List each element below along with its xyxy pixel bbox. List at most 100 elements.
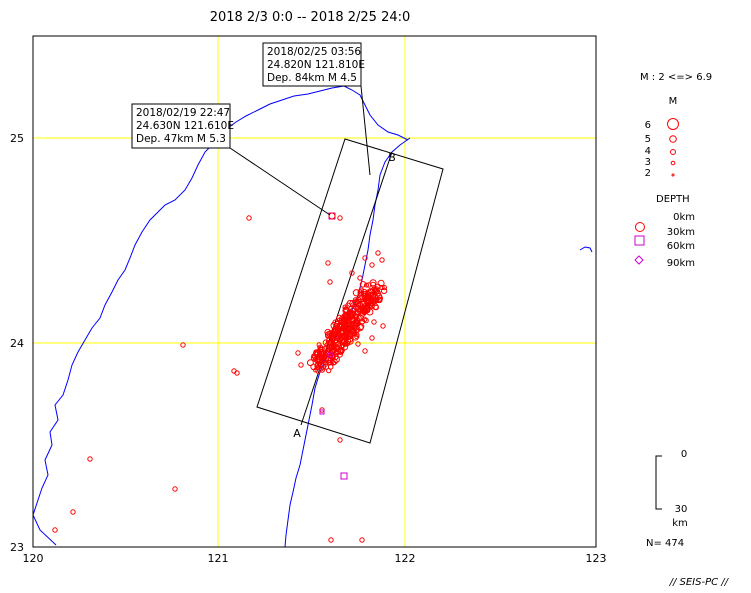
quake-marker — [337, 215, 343, 221]
quake-marker — [352, 330, 358, 336]
quake-marker — [377, 279, 385, 287]
callout-2-location: 24.630N 121.610E — [136, 120, 234, 132]
quake-marker — [180, 342, 186, 348]
quake-marker — [362, 348, 368, 354]
quake-marker — [380, 323, 386, 329]
quake-marker — [328, 339, 335, 347]
quake-marker — [326, 367, 332, 374]
depth-scale-top: 0 — [681, 449, 687, 460]
magnitude-label-2: 2 — [645, 168, 651, 179]
quake-marker — [364, 298, 372, 306]
quake-marker — [353, 319, 360, 326]
lat-tick-25: 25 — [10, 132, 24, 145]
quake-marker — [350, 324, 356, 330]
depth-label-90: 90km — [667, 258, 695, 269]
quake-marker — [362, 255, 368, 261]
magnitude-symbol-4 — [670, 149, 676, 155]
quake-marker — [323, 363, 330, 370]
quake-marker — [352, 289, 361, 297]
quake-marker — [361, 316, 368, 323]
quake-marker — [345, 329, 351, 335]
quake-marker — [333, 337, 340, 344]
lon-tick-122: 122 — [395, 552, 416, 565]
callout-1-location: 24.820N 121.810E — [267, 59, 365, 71]
quake-marker — [369, 335, 375, 341]
quake-marker-deep — [327, 352, 333, 358]
event-callout-2: 2018/02/19 22:47 24.630N 121.610E Dep. 4… — [131, 103, 234, 149]
quake-marker — [344, 340, 351, 347]
coastline-islet — [579, 246, 593, 253]
quake-marker — [327, 359, 333, 366]
cross-section-line — [300, 151, 393, 426]
quake-marker — [374, 288, 380, 294]
quake-marker — [349, 326, 357, 335]
graticule-grid — [33, 36, 596, 547]
quake-marker — [376, 295, 384, 302]
lon-tick-120: 120 — [23, 552, 44, 565]
depth-legend: DEPTH 0km 30km 60km 90km — [634, 194, 695, 269]
depth-symbol-60 — [634, 235, 645, 246]
quake-marker — [343, 332, 350, 339]
quake-marker — [317, 344, 324, 351]
lon-tick-121: 121 — [208, 552, 229, 565]
quake-marker — [328, 330, 335, 337]
event-count: N= 474 — [646, 538, 684, 549]
quake-marker — [349, 270, 355, 276]
quake-marker — [332, 355, 340, 364]
depth-scale-bottom: 30 — [675, 504, 688, 515]
magnitude-title: M — [669, 96, 678, 107]
quake-marker — [331, 326, 338, 333]
quake-marker — [369, 299, 375, 305]
quake-marker — [306, 359, 314, 367]
magnitude-label-3: 3 — [645, 157, 651, 168]
quake-marker — [234, 370, 240, 376]
quake-marker — [337, 348, 345, 355]
quake-marker — [172, 486, 178, 492]
quake-marker — [355, 305, 362, 312]
magnitude-label-6: 6 — [645, 120, 651, 131]
quake-marker — [371, 319, 377, 325]
magnitude-symbol-5 — [669, 135, 677, 143]
quake-marker — [343, 306, 351, 314]
quake-marker — [359, 537, 365, 543]
magnitude-label-4: 4 — [645, 146, 651, 157]
depth-scale-unit: km — [672, 518, 688, 529]
event-callout-1: 2018/02/25 03:56 24.820N 121.810E Dep. 8… — [262, 42, 365, 87]
depth-title: DEPTH — [656, 194, 690, 205]
lat-tick-24: 24 — [10, 337, 24, 350]
cross-section-box — [256, 138, 444, 444]
section-label-b: B — [388, 151, 396, 164]
quake-marker — [375, 250, 381, 256]
quake-marker — [330, 343, 337, 350]
software-credit: // SEIS-PC // — [669, 577, 730, 588]
quake-marker — [369, 262, 375, 268]
quake-marker — [359, 281, 367, 288]
earthquake-markers — [52, 212, 388, 543]
quake-marker — [361, 292, 368, 300]
quake-marker — [351, 310, 357, 316]
quake-marker — [380, 287, 388, 295]
quake-marker — [366, 282, 372, 288]
quake-marker — [336, 351, 343, 358]
quake-marker — [341, 322, 347, 328]
quake-marker — [339, 328, 345, 335]
quake-marker — [310, 354, 318, 361]
callout-1-time: 2018/02/25 03:56 — [267, 46, 361, 58]
lat-tick-labels: 23 24 25 — [10, 132, 24, 554]
magnitude-legend: M : 2 <=> 6.9 M 6 5 4 3 2 — [640, 72, 712, 179]
callout-2-time: 2018/02/19 22:47 — [136, 107, 230, 119]
depth-label-0: 0km — [673, 212, 695, 223]
quake-marker — [333, 343, 340, 351]
quake-marker — [295, 350, 301, 356]
quake-marker — [353, 314, 360, 321]
lat-tick-23: 23 — [10, 541, 24, 554]
quake-marker — [338, 335, 345, 342]
quake-marker — [381, 284, 387, 291]
callout-2-depth-mag: Dep. 47km M 5.3 — [136, 133, 226, 145]
magnitude-symbol-3 — [670, 160, 676, 166]
quake-marker — [328, 212, 336, 220]
quake-marker — [342, 311, 349, 318]
quake-marker — [337, 437, 343, 443]
quake-marker — [363, 317, 369, 324]
